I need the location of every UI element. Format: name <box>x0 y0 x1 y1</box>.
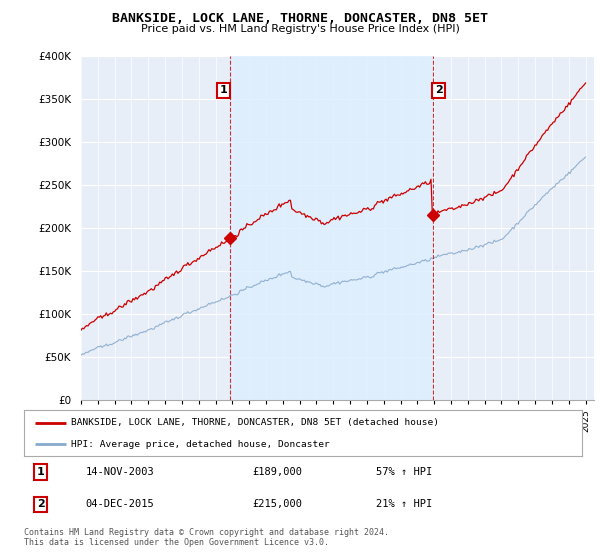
Text: 57% ↑ HPI: 57% ↑ HPI <box>376 467 432 477</box>
Text: 14-NOV-2003: 14-NOV-2003 <box>85 467 154 477</box>
Text: 1: 1 <box>220 86 227 95</box>
Bar <box>230 56 433 400</box>
Text: £189,000: £189,000 <box>253 467 303 477</box>
Text: 21% ↑ HPI: 21% ↑ HPI <box>376 500 432 509</box>
Text: 04-DEC-2015: 04-DEC-2015 <box>85 500 154 509</box>
Text: BANKSIDE, LOCK LANE, THORNE, DONCASTER, DN8 5ET: BANKSIDE, LOCK LANE, THORNE, DONCASTER, … <box>112 12 488 25</box>
Text: 1: 1 <box>37 467 44 477</box>
Text: Contains HM Land Registry data © Crown copyright and database right 2024.
This d: Contains HM Land Registry data © Crown c… <box>24 528 389 547</box>
Text: HPI: Average price, detached house, Doncaster: HPI: Average price, detached house, Donc… <box>71 440 330 449</box>
Text: Price paid vs. HM Land Registry's House Price Index (HPI): Price paid vs. HM Land Registry's House … <box>140 24 460 34</box>
Text: £215,000: £215,000 <box>253 500 303 509</box>
Text: BANKSIDE, LOCK LANE, THORNE, DONCASTER, DN8 5ET (detached house): BANKSIDE, LOCK LANE, THORNE, DONCASTER, … <box>71 418 439 427</box>
Text: 2: 2 <box>37 500 44 509</box>
Text: 2: 2 <box>435 86 443 95</box>
